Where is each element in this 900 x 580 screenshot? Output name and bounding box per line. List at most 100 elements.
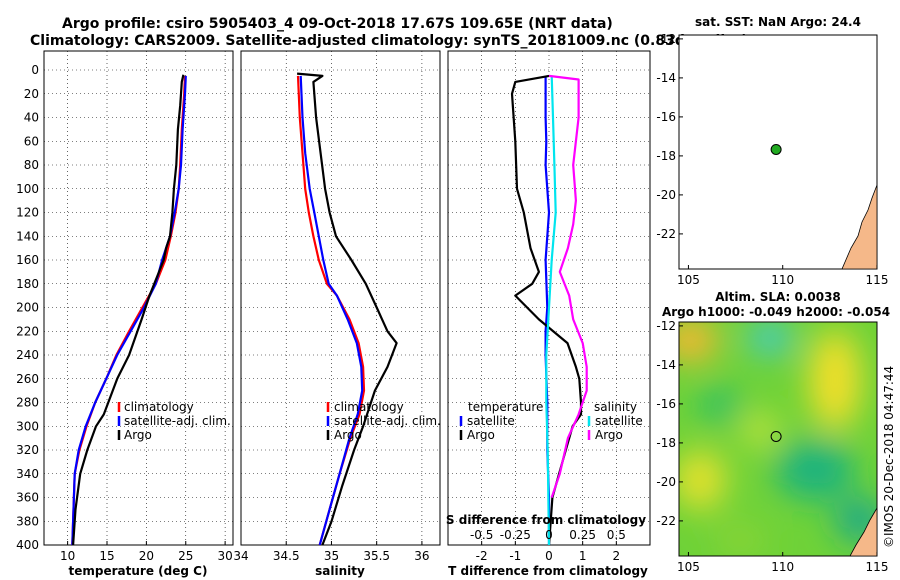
depth-tick-label: 380 (16, 514, 39, 528)
sst-map-y-tick-label: -12 (656, 32, 676, 46)
salinity-xlabel: salinity (315, 564, 365, 578)
series-line-satellite-adj-clim- (299, 75, 364, 545)
figure-title: Argo profile: csiro 5905403_4 09-Oct-201… (62, 16, 613, 32)
sst-map-y-tick-label: -16 (656, 110, 676, 124)
difference-x2-tick-label: 0.5 (607, 528, 626, 542)
depth-tick-label: 60 (24, 134, 39, 148)
legend-satellite-label: satellite-adj. clim. (334, 414, 441, 428)
salinity-grid (240, 51, 440, 546)
legend-argo-label: Argo (124, 428, 152, 442)
sst-map-y-tick-label: -20 (656, 188, 676, 202)
temperature-x-tick-label: 10 (60, 549, 75, 563)
salinity-x-tick-label: 35.5 (363, 549, 390, 563)
sla-map-x-tick-label: 110 (771, 560, 794, 574)
depth-tick-label: 300 (16, 419, 39, 433)
difference-legend: temperature satellite Argo salinity sate… (459, 400, 643, 442)
sla-map-y-tick-label: -18 (656, 436, 676, 450)
sla-map-x-tick-label: 105 (677, 560, 700, 574)
sst-map-y-tick-label: -18 (656, 149, 676, 163)
salinity-x-tick-label: 34 (233, 549, 248, 563)
difference-x-tick-label: 2 (613, 549, 621, 563)
figure-subtitle: Climatology: CARS2009. Satellite-adjuste… (30, 33, 748, 49)
legend-temp-satellite-label: satellite (467, 414, 515, 428)
series-line-argo (72, 74, 185, 545)
sla-map-y-tick-label: -16 (656, 397, 676, 411)
salinity-plot-frame (240, 50, 441, 546)
depth-tick-label: 160 (16, 253, 39, 267)
difference-x2-tick-label: 0 (545, 528, 553, 542)
legend-sal-satellite-label: satellite (595, 414, 643, 428)
sst-map-x-tick-label: 110 (771, 273, 794, 287)
legend-climatology-label: climatology (334, 400, 404, 414)
depth-tick-label: 80 (24, 158, 39, 172)
difference-x2-tick-label: -0.25 (500, 528, 531, 542)
temperature-series (71, 74, 187, 545)
sst-map-y-tick-label: -22 (656, 227, 676, 241)
salinity-legend: climatology satellite-adj. clim. Argo (326, 400, 441, 442)
temperature-x-tick-label: 30 (217, 549, 232, 563)
salinity-series (296, 72, 398, 545)
sst-map-x-tick-label: 105 (677, 273, 700, 287)
sla-heatmap-field (679, 322, 877, 556)
sla-map-argo-marker (770, 430, 782, 442)
salinity-x-tick-label: 35 (324, 549, 339, 563)
sla-map-frame (678, 321, 878, 557)
sla-map-y-tick-label: -14 (656, 358, 676, 372)
depth-tick-label: 40 (24, 111, 39, 125)
depth-tick-label: 320 (16, 443, 39, 457)
legend-salinity-title: salinity (594, 400, 637, 414)
difference-xlabel: T difference from climatology (448, 564, 648, 578)
series-line-argo (297, 72, 398, 545)
depth-tick-label: 360 (16, 491, 39, 505)
sla-map-x-tick-label: 115 (866, 560, 889, 574)
legend-climatology-label: climatology (124, 400, 194, 414)
sla-map-y-tick-label: -22 (656, 514, 676, 528)
legend-satellite-label: satellite-adj. clim. (124, 414, 231, 428)
depth-tick-label: 260 (16, 372, 39, 386)
sla-map-y-tick-label: -12 (656, 319, 676, 333)
salinity-x-tick-label: 36 (414, 549, 429, 563)
legend-sal-argo-label: Argo (595, 428, 623, 442)
temperature-xlabel: temperature (deg C) (69, 564, 208, 578)
difference-x2label: S difference from climatology (446, 513, 646, 527)
sla-map-title: Altim. SLA: 0.0038 (715, 290, 841, 304)
temperature-grid (44, 51, 233, 546)
temperature-legend: climatology satellite-adj. clim. Argo (117, 400, 231, 442)
difference-x2-tick-label: 0.25 (569, 528, 596, 542)
legend-temperature-title: temperature (468, 400, 543, 414)
depth-tick-label: 200 (16, 301, 39, 315)
depth-tick-label: 340 (16, 467, 39, 481)
depth-tick-label: 240 (16, 348, 39, 362)
temperature-plot-frame (43, 50, 234, 546)
difference-series (510, 74, 588, 545)
imos-watermark: ©IMOS 20-Dec-2018 04:47:44 (882, 366, 896, 548)
difference-x-tick-label: 0 (545, 549, 553, 563)
legend-temp-argo-label: Argo (467, 428, 495, 442)
sst-map-title: sat. SST: NaN Argo: 24.4 (695, 15, 861, 29)
series-line-salinity-argo (548, 74, 588, 498)
series-line-salinity-satellite (545, 75, 557, 545)
sst-map-x-tick-label: 115 (866, 273, 889, 287)
depth-tick-label: 100 (16, 182, 39, 196)
sla-map-y-tick-label: -20 (656, 475, 676, 489)
depth-tick-label: 280 (16, 396, 39, 410)
temperature-x-tick-label: 25 (178, 549, 193, 563)
difference-x-tick-label: 1 (579, 549, 587, 563)
depth-tick-label: 220 (16, 324, 39, 338)
depth-tick-label: 180 (16, 277, 39, 291)
salinity-x-tick-label: 34.5 (273, 549, 300, 563)
difference-x-tick-label: -1 (509, 549, 521, 563)
depth-tick-label: 400 (16, 538, 39, 552)
legend-argo-label: Argo (334, 428, 362, 442)
depth-tick-label: 0 (31, 63, 39, 77)
sst-map-land (841, 184, 878, 270)
depth-tick-label: 120 (16, 206, 39, 220)
sst-map-y-tick-label: -14 (656, 71, 676, 85)
depth-tick-label: 20 (24, 87, 39, 101)
difference-x-tick-label: -2 (476, 549, 488, 563)
sst-map-argo-marker (770, 143, 782, 155)
temperature-x-tick-label: 20 (139, 549, 154, 563)
difference-x2-tick-label: -0.5 (470, 528, 493, 542)
temperature-x-tick-label: 15 (99, 549, 114, 563)
